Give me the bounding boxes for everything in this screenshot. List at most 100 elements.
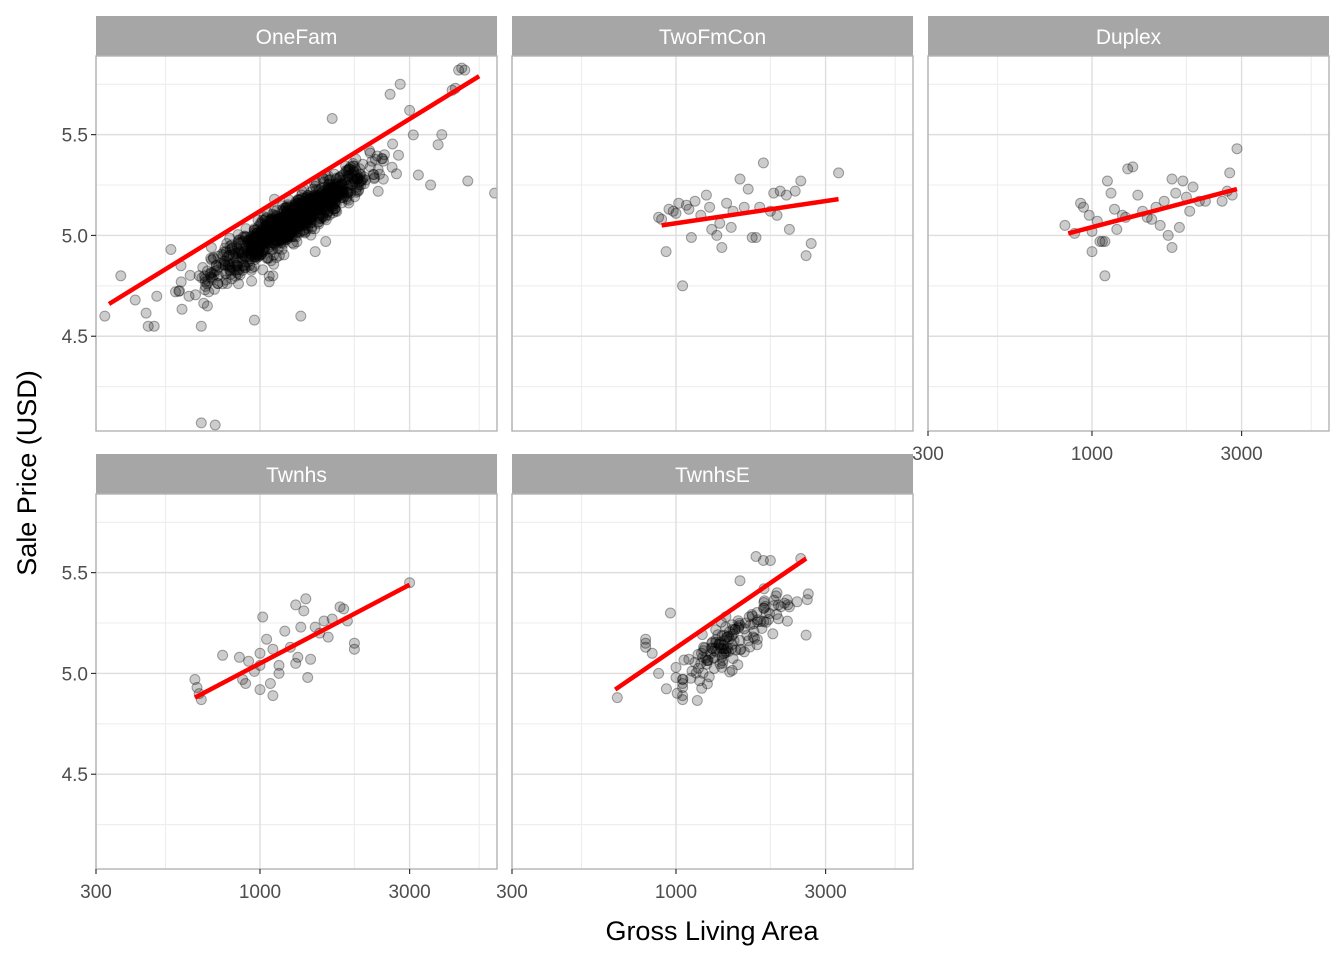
data-point [268,221,280,233]
data-point [391,168,402,180]
data-point [295,199,307,211]
data-point [293,216,305,228]
data-point [245,240,257,252]
data-point [350,164,362,176]
data-point [293,205,305,217]
data-point [732,659,744,671]
data-point [276,212,288,224]
axis-ticks: 4.5 5.0 5.5 300 1000 3000 4.5 5.0 5.5 300 1000 3000… [62,126,1263,903]
data-point [300,198,312,210]
data-point [309,199,321,211]
data-point [290,226,302,238]
data-point [690,667,702,679]
data-point [249,249,261,261]
data-point [295,200,307,212]
data-point [277,210,289,222]
data-point [317,193,329,205]
data-point [718,643,730,655]
data-point [294,202,306,214]
data-point [285,202,296,214]
data-point [289,200,301,212]
data-point [701,658,713,670]
data-point [683,203,695,215]
data-point [219,242,231,254]
data-point [239,242,251,254]
data-point [291,201,303,213]
data-point [1099,270,1111,282]
data-point [1146,213,1158,225]
panel-background [96,56,497,431]
data-point [261,226,273,238]
data-point [262,237,274,249]
data-point [767,628,779,640]
data-point [768,594,780,606]
data-point [247,232,259,244]
data-point [235,236,247,248]
data-point [320,188,332,200]
data-point [252,247,263,259]
data-point [306,223,318,235]
data-point [320,195,332,207]
data-point [758,602,770,614]
data-point [231,242,243,254]
data-point [358,178,370,190]
data-point [734,575,746,587]
data-point [335,179,347,190]
data-point [250,250,262,262]
data-point [291,210,303,222]
data-point [333,184,344,196]
data-point [258,244,270,255]
data-point [317,197,329,209]
data-point [264,229,276,241]
data-point [239,262,251,274]
data-point [282,229,294,241]
data-point [288,204,300,216]
data-point [250,239,262,251]
data-point [272,227,284,239]
data-point [336,178,348,190]
data-point [246,262,258,274]
data-point [280,214,292,226]
facet-strip [512,454,913,494]
data-point [354,175,366,187]
data-point [667,205,679,217]
data-point [696,647,707,659]
data-point [1166,173,1178,185]
data-point [311,205,323,216]
data-point [277,236,289,248]
data-point [259,244,271,256]
data-point [283,208,295,220]
data-point [297,215,309,227]
x-tick-label: 1000 [655,882,697,903]
data-point [231,267,243,278]
data-point [288,217,300,229]
data-point [425,179,437,191]
facet-panel-twnhse: TwnhsE [511,454,914,870]
data-point [308,193,320,205]
data-point [222,251,233,263]
data-point [250,227,262,239]
data-point [307,183,319,195]
data-point [713,638,725,650]
data-point [686,665,698,677]
data-point [283,221,295,233]
data-point [322,179,334,191]
data-point [263,232,275,244]
data-point [245,253,257,265]
data-point [208,269,220,281]
data-point [260,222,272,234]
data-point [374,168,385,180]
data-point [259,225,271,237]
data-point [751,607,763,618]
data-point [254,242,265,254]
data-point [277,233,289,245]
data-point [284,211,296,222]
data-point [713,639,725,651]
data-point [663,203,675,215]
data-point [320,187,332,199]
data-point [277,224,289,236]
data-point [351,181,363,193]
data-point [306,199,318,211]
data-point [196,272,208,284]
